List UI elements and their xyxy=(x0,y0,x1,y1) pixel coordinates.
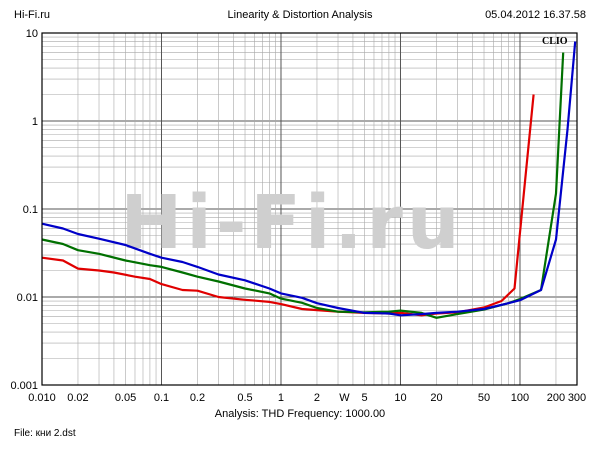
x-tick-label: W xyxy=(339,392,350,404)
x-tick-label: 20 xyxy=(430,392,442,404)
header-source: Hi-Fi.ru xyxy=(14,9,51,21)
x-tick-label: 5 xyxy=(361,392,367,404)
series-line-3 xyxy=(41,41,577,317)
x-tick-label: 0.010 xyxy=(28,392,56,404)
x-tick-label: 100 xyxy=(511,392,529,404)
x-tick-label: 300 xyxy=(568,392,586,404)
y-tick-label: 10 xyxy=(26,28,38,40)
plot-frame xyxy=(41,32,578,386)
x-tick-label: 0.02 xyxy=(67,392,88,404)
x-tick-label: 0.05 xyxy=(115,392,136,404)
chart-title: Linearity & Distortion Analysis xyxy=(227,9,373,21)
x-tick-label: 0.5 xyxy=(237,392,252,404)
x-tick-label: 2 xyxy=(314,392,320,404)
x-tick-label: 10 xyxy=(394,392,406,404)
clio-logo: CLIO xyxy=(542,36,568,47)
y-tick-label: 0.1 xyxy=(23,204,38,216)
y-axis-ticks: 10 1 0.1 0.01 0.001 xyxy=(10,28,38,392)
x-tick-label: 0.2 xyxy=(190,392,205,404)
x-tick-label: 50 xyxy=(478,392,490,404)
y-tick-label: 1 xyxy=(32,116,38,128)
x-tick-label: 200 xyxy=(547,392,565,404)
x-tick-label: 0.1 xyxy=(154,392,169,404)
header-datetime: 05.04.2012 16.37.58 xyxy=(485,9,586,21)
analysis-info: Analysis: THD Frequency: 1000.00 xyxy=(214,408,386,420)
y-tick-label: 0.001 xyxy=(10,380,38,392)
x-tick-label: 1 xyxy=(278,392,284,404)
file-name: File: кни 2.dst xyxy=(14,428,76,439)
watermark-logo: Hi-Fi.ru xyxy=(120,180,463,266)
x-axis-ticks: 0.010 0.02 0.05 0.1 0.2 0.5 1 2 W 5 10 20 50 100 200 30… xyxy=(28,392,586,404)
y-tick-label: 0.01 xyxy=(17,292,38,304)
series-layer xyxy=(41,41,577,319)
